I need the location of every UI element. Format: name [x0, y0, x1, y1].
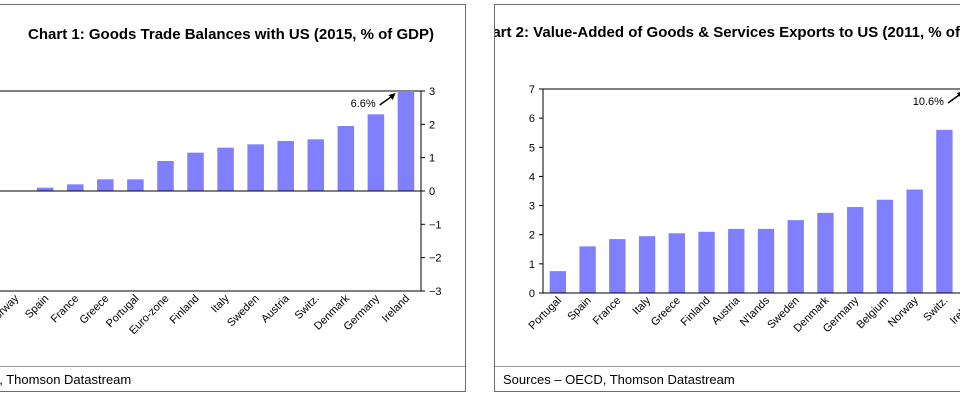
bar-france: [609, 239, 626, 293]
y-tick-label: 5: [529, 142, 535, 154]
bar-portugal: [549, 271, 567, 293]
bar-italy: [638, 236, 656, 293]
bar-ireland: [397, 91, 415, 191]
y-tick-label: 7: [529, 84, 535, 96]
bar-italy: [217, 147, 234, 191]
bar-belgium: [876, 199, 894, 293]
bar-norway: [906, 189, 923, 293]
annotation-arrowhead: [388, 93, 396, 100]
bar-spain: [579, 246, 596, 293]
bar-eurozone: [157, 161, 174, 191]
x-tick-label: France: [591, 295, 624, 328]
annotation-label: 10.6%: [913, 96, 944, 108]
chart-1-divider: [0, 366, 465, 367]
bar-germany: [367, 114, 385, 191]
bar-portugal: [127, 179, 144, 191]
x-tick-label: Sweden: [225, 293, 262, 330]
bar-sweden: [787, 220, 804, 293]
y-tick-label: 0: [529, 288, 535, 300]
bar-switz: [936, 129, 953, 293]
bar-nlands: [757, 228, 775, 293]
bar-germany: [847, 207, 864, 293]
y-tick-label: 2: [529, 230, 535, 242]
bar-austria: [728, 228, 745, 293]
bar-france: [67, 184, 84, 191]
x-tick-label: Norway: [886, 294, 921, 329]
y-tick-label: 3: [429, 86, 435, 98]
chart-2-frame: [542, 88, 960, 294]
x-tick-label: Ireland: [948, 295, 960, 327]
y-tick-label: 0: [429, 186, 435, 198]
bar-sweden: [247, 144, 264, 191]
y-tick-label: −2: [429, 253, 442, 265]
bar-spain: [36, 187, 54, 191]
x-tick-label: Austria: [259, 292, 292, 325]
x-tick-label: Austria: [710, 294, 743, 327]
y-tick-label: 3: [529, 201, 535, 213]
x-tick-label: Switz.: [921, 295, 950, 324]
bar-greece: [97, 179, 114, 191]
y-tick-label: −3: [429, 286, 442, 298]
bar-greece: [668, 233, 685, 293]
x-tick-label: Ireland: [380, 293, 412, 325]
y-tick-label: 1: [429, 153, 435, 165]
chart-1-title: Chart 1: Goods Trade Balances with US (2…: [28, 26, 434, 43]
chart-2-title: Chart 2: Value-Added of Goods & Services…: [494, 24, 960, 41]
x-tick-label: Finland: [168, 293, 202, 327]
chart-panel-2: Chart 2: Value-Added of Goods & Services…: [494, 4, 960, 392]
x-tick-label: France: [49, 293, 82, 326]
annotation-label: 6.6%: [351, 98, 376, 110]
chart-2-source: Sources – OECD, Thomson Datastream: [503, 372, 735, 387]
x-tick-label: Italy: [209, 292, 232, 315]
annotation-arrowhead: [956, 92, 960, 97]
bar-finland: [187, 152, 204, 191]
chart-2-divider: [495, 366, 960, 367]
x-tick-label: Norway: [0, 292, 22, 327]
chart-panel-1: Chart 1: Goods Trade Balances with US (2…: [0, 4, 466, 392]
x-tick-label: Spain: [23, 293, 51, 321]
chart-1-source: Sources – IMF DOTS, Thomson Datastream: [0, 372, 132, 387]
y-tick-label: −1: [429, 219, 442, 231]
chart-1-plot: −3−2−10123Switz.BelgiumNorwaySpainFrance…: [0, 86, 442, 337]
bar-switz: [307, 139, 325, 191]
y-tick-label: 1: [529, 259, 535, 271]
x-tick-label: Belgium: [854, 295, 891, 332]
x-tick-label: Italy: [630, 294, 653, 317]
bar-austria: [277, 141, 294, 191]
bar-denmark: [337, 126, 355, 191]
y-tick-label: 4: [529, 171, 535, 183]
y-tick-label: 6: [529, 113, 535, 125]
x-tick-label: Portugal: [527, 295, 564, 332]
x-tick-label: Greece: [649, 295, 683, 329]
x-tick-label: Finland: [679, 295, 713, 329]
bar-denmark: [817, 212, 834, 293]
bar-finland: [698, 231, 715, 293]
y-tick-label: 2: [429, 119, 435, 131]
